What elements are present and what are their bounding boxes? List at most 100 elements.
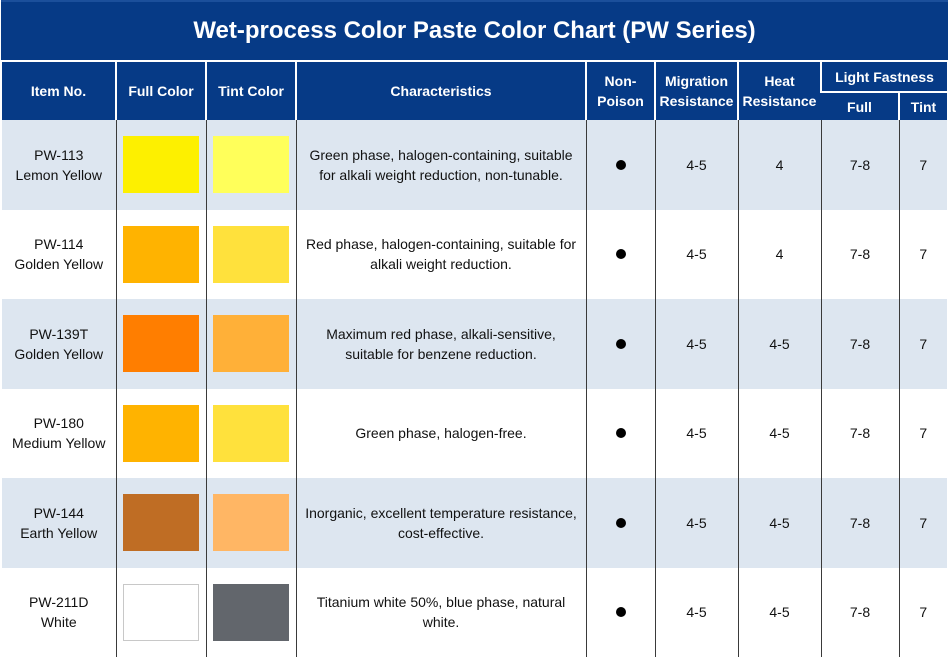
item-code: PW-113: [34, 146, 84, 163]
header-non-poison-line1: Non-: [604, 73, 637, 89]
header-characteristics: Characteristics: [295, 61, 586, 120]
characteristics-line1: Inorganic, excellent temperature resista…: [305, 504, 577, 521]
full-color-cell: [115, 120, 206, 210]
item-name: Golden Yellow: [14, 256, 104, 273]
lf-full-cell: 7-8: [820, 567, 899, 657]
full-color-swatch: [123, 583, 199, 641]
full-color-swatch: [123, 494, 199, 552]
table-row: PW-211D White Titanium white 50%, blue p…: [2, 567, 948, 657]
full-color-swatch: [123, 225, 199, 283]
lf-tint-cell: 7: [898, 388, 948, 478]
header-non-poison: Non- Poison: [585, 61, 655, 120]
tint-color-cell: [205, 120, 296, 210]
item-no-cell: PW-144 Earth Yellow: [2, 478, 116, 568]
tint-color-swatch: [213, 404, 289, 462]
heat-cell: 4-5: [737, 388, 821, 478]
characteristics-line1: Titanium white 50%, blue phase, natural: [316, 594, 566, 611]
characteristics-line2: alkali weight reduction.: [370, 256, 512, 273]
table-row: PW-139T Golden Yellow Maximum red phase,…: [2, 299, 948, 389]
full-color-cell: [115, 299, 206, 389]
header-light-fastness: Light Fastness: [819, 61, 948, 93]
item-name: Medium Yellow: [12, 435, 106, 452]
characteristics-cell: Green phase, halogen-containing, suitabl…: [295, 120, 586, 210]
tint-color-swatch: [213, 225, 289, 283]
characteristics-cell: Maximum red phase, alkali-sensitive, sui…: [295, 299, 586, 389]
characteristics-line2: cost-effective.: [397, 524, 485, 541]
non-poison-cell: [585, 567, 655, 657]
header-tint-color: Tint Color: [205, 61, 296, 120]
table-row: PW-114 Golden Yellow Red phase, halogen-…: [2, 209, 948, 299]
item-name: Earth Yellow: [20, 524, 98, 541]
lf-tint-cell: 7: [898, 120, 948, 210]
header-lf-full: Full: [821, 92, 899, 120]
item-code: PW-180: [33, 415, 84, 432]
header-heat-resistance: Heat Resistance: [737, 61, 821, 120]
characteristics-cell: Titanium white 50%, blue phase, natural …: [295, 567, 586, 657]
tint-color-swatch: [213, 315, 289, 373]
chart-title-text: Wet-process Color Paste Color Chart (PW …: [193, 17, 756, 44]
migration-cell: 4-5: [654, 567, 738, 657]
characteristics-line1: Green phase, halogen-containing, suitabl…: [309, 146, 573, 163]
non-poison-cell: [585, 299, 655, 389]
tint-color-swatch: [213, 494, 289, 552]
characteristics-line1: Maximum red phase, alkali-sensitive,: [326, 325, 556, 342]
tint-color-cell: [205, 567, 296, 657]
lf-full-cell: 7-8: [820, 478, 899, 568]
header-non-poison-line2: Poison: [597, 93, 644, 109]
item-code: PW-211D: [29, 594, 89, 611]
lf-full-cell: 7-8: [820, 209, 899, 299]
tint-color-cell: [205, 209, 296, 299]
tint-color-cell: [205, 478, 296, 568]
header-migration-line2: Resistance: [659, 93, 734, 109]
chart-title: Wet-process Color Paste Color Chart (PW …: [1, 0, 948, 60]
full-color-cell: [115, 209, 206, 299]
non-poison-dot-icon: [615, 607, 626, 618]
table-row: PW-144 Earth Yellow Inorganic, excellent…: [2, 478, 948, 568]
lf-full-cell: 7-8: [820, 388, 899, 478]
characteristics-line2: for alkali weight reduction, non-tunable…: [319, 166, 563, 183]
heat-cell: 4-5: [737, 299, 821, 389]
table-row: PW-113 Lemon Yellow Green phase, halogen…: [2, 120, 948, 210]
item-code: PW-139T: [29, 325, 89, 342]
lf-full-cell: 7-8: [820, 299, 899, 389]
migration-cell: 4-5: [654, 388, 738, 478]
tint-color-cell: [205, 388, 296, 478]
header-migration-resistance: Migration Resistance: [654, 61, 738, 120]
full-color-cell: [115, 567, 206, 657]
non-poison-cell: [585, 209, 655, 299]
non-poison-cell: [585, 478, 655, 568]
item-code: PW-144: [33, 504, 84, 521]
heat-cell: 4: [737, 209, 821, 299]
table-body: PW-113 Lemon Yellow Green phase, halogen…: [2, 120, 948, 657]
item-no-cell: PW-139T Golden Yellow: [2, 299, 116, 389]
non-poison-dot-icon: [615, 338, 626, 349]
lf-full-cell: 7-8: [820, 120, 899, 210]
characteristics-cell: Green phase, halogen-free.: [295, 388, 586, 478]
header-heat-line2: Resistance: [742, 93, 817, 109]
non-poison-cell: [585, 388, 655, 478]
non-poison-dot-icon: [615, 159, 626, 170]
item-no-cell: PW-211D White: [2, 567, 116, 657]
migration-cell: 4-5: [654, 299, 738, 389]
header-heat-line1: Heat: [764, 73, 795, 89]
non-poison-dot-icon: [615, 428, 626, 439]
color-chart-table: Item No. Full Color Tint Color Character…: [2, 60, 948, 657]
migration-cell: 4-5: [654, 120, 738, 210]
lf-tint-cell: 7: [898, 299, 948, 389]
header-full-color: Full Color: [115, 61, 206, 120]
characteristics-line2: suitable for benzene reduction.: [345, 345, 537, 362]
non-poison-cell: [585, 120, 655, 210]
lf-tint-cell: 7: [898, 209, 948, 299]
full-color-cell: [115, 478, 206, 568]
tint-color-swatch: [213, 583, 289, 641]
characteristics-line1: Red phase, halogen-containing, suitable …: [305, 236, 577, 253]
non-poison-dot-icon: [615, 517, 626, 528]
item-name: Lemon Yellow: [15, 166, 102, 183]
header-lf-tint: Tint: [897, 92, 948, 120]
migration-cell: 4-5: [654, 209, 738, 299]
item-no-cell: PW-180 Medium Yellow: [2, 388, 116, 478]
header-migration-line1: Migration: [665, 73, 728, 89]
characteristics-cell: Red phase, halogen-containing, suitable …: [295, 209, 586, 299]
heat-cell: 4: [737, 120, 821, 210]
